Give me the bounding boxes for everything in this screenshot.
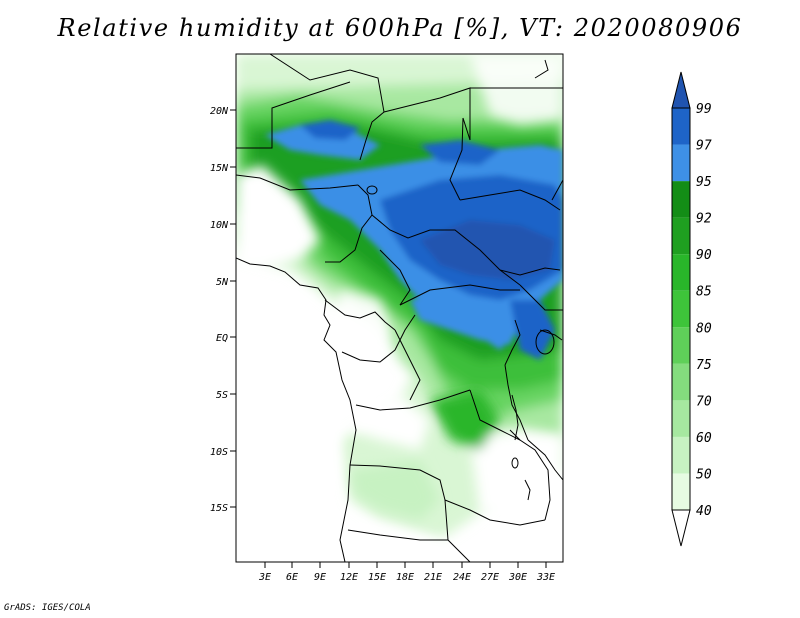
- colorbar-swatch: [672, 400, 690, 437]
- lat-tick-label: 5N: [216, 277, 229, 288]
- colorbar-label: 60: [696, 431, 712, 446]
- colorbar-label: 95: [696, 175, 712, 190]
- lon-tick-label: 27E: [481, 572, 499, 583]
- country-borders: [236, 54, 563, 562]
- colorbar-label: 92: [696, 212, 712, 227]
- lon-tick-label: 15E: [368, 572, 386, 583]
- colorbar-swatch: [672, 254, 690, 291]
- lon-tick-label: 9E: [314, 572, 326, 583]
- colorbar-label: 70: [696, 394, 712, 409]
- colorbar-swatch: [672, 108, 690, 145]
- colorbar-swatch: [672, 144, 690, 182]
- colorbar-swatch: [672, 181, 690, 218]
- lon-tick-label: 30E: [508, 572, 527, 583]
- map-title: Relative humidity at 600hPa [%], VT: 202…: [57, 14, 743, 42]
- lon-tick-label: 12E: [340, 572, 358, 583]
- lat-tick-label: 5S: [216, 390, 228, 401]
- colorbar-swatch: [672, 363, 690, 401]
- colorbar-label: 80: [696, 321, 712, 336]
- lon-tick-label: 6E: [286, 572, 298, 583]
- colorbar-swatch: [672, 217, 690, 255]
- humidity-field: [236, 54, 563, 562]
- colorbar-label: 50: [696, 467, 712, 482]
- lat-tick-label: 15S: [210, 503, 228, 514]
- lat-tick-label: 10N: [210, 220, 229, 231]
- lon-tick-label: 21E: [424, 572, 442, 583]
- lon-tick-label: 3E: [258, 572, 271, 583]
- map-frame: [235, 53, 564, 563]
- lat-tick-label: EQ: [216, 333, 228, 344]
- colorbar-swatch: [672, 327, 690, 364]
- lat-tick-label: 15N: [210, 163, 229, 174]
- colorbar: 40 50 60 70 75 80 85 90 92 95 97 99: [671, 71, 712, 547]
- colorbar-swatch: [672, 473, 690, 510]
- lakes: [366, 185, 555, 501]
- colorbar-label: 90: [696, 248, 712, 263]
- longitude-axis: 3E 6E 9E 12E 15E 18E 21E 24E 27E 30E 33E: [258, 562, 555, 583]
- lat-tick-label: 20N: [210, 106, 229, 117]
- lon-tick-label: 18E: [396, 572, 414, 583]
- colorbar-label: 99: [696, 102, 712, 117]
- lon-tick-label: 33E: [536, 572, 555, 583]
- lat-tick-label: 10S: [210, 447, 228, 458]
- colorbar-outline: [671, 107, 691, 511]
- colorbar-low-triangle: [671, 509, 691, 547]
- colorbar-swatch: [672, 436, 690, 474]
- colorbar-high-triangle: [671, 71, 691, 109]
- colorbar-label: 85: [696, 285, 712, 300]
- colorbar-label: 40: [696, 504, 712, 519]
- colorbar-swatch: [672, 290, 690, 328]
- latitude-axis: 20N 15N 10N 5N EQ 5S 10S 15S: [210, 106, 236, 514]
- grads-credit: GrADS: IGES/COLA: [4, 603, 91, 613]
- lon-tick-label: 24E: [453, 572, 471, 583]
- colorbar-label: 97: [696, 139, 712, 154]
- colorbar-label: 75: [696, 358, 712, 373]
